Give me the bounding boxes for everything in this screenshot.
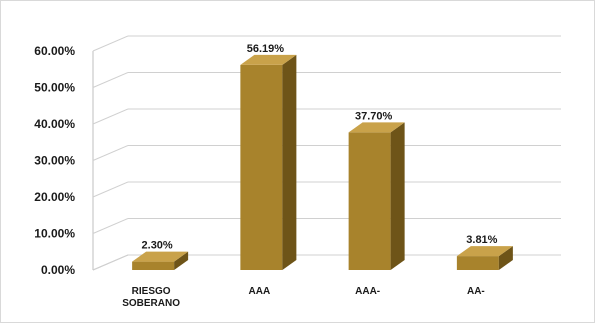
bar-front <box>240 65 282 270</box>
x-tick-label: AA- <box>467 286 485 297</box>
x-tick-label: SOBERANO <box>122 298 180 309</box>
gridline-slant <box>93 73 128 88</box>
bar <box>457 246 513 270</box>
gridline-slant <box>93 146 128 161</box>
y-tick-label: 20.00% <box>34 190 75 204</box>
x-tick-label: AAA <box>249 286 271 297</box>
data-label: 2.30% <box>142 240 173 252</box>
gridline-slant <box>93 255 128 270</box>
bar-side <box>391 122 405 270</box>
y-tick-label: 30.00% <box>34 154 75 168</box>
gridline-slant <box>93 182 128 197</box>
x-tick-label: AAA- <box>355 286 380 297</box>
data-label: 37.70% <box>355 110 393 122</box>
gridline-slant <box>93 36 128 51</box>
y-tick-label: 50.00% <box>34 81 75 95</box>
bar-front <box>457 256 499 270</box>
bar-front <box>132 262 174 270</box>
y-tick-label: 0.00% <box>41 263 75 277</box>
gridline-slant <box>93 109 128 124</box>
bars <box>132 55 513 270</box>
y-axis: 0.00% 10.00% 20.00% 30.00% 40.00% 50.00% 60.00… <box>34 44 75 277</box>
bar-front <box>349 132 391 270</box>
bar <box>349 122 405 270</box>
data-label: 56.19% <box>247 43 285 55</box>
bar-side <box>282 55 296 270</box>
gridline-slant <box>93 219 128 234</box>
x-tick-label: RIESGO <box>132 286 171 297</box>
y-tick-label: 10.00% <box>34 227 75 241</box>
bar <box>132 252 188 270</box>
y-tick-label: 60.00% <box>34 44 75 58</box>
data-label: 3.81% <box>466 234 497 246</box>
y-tick-label: 40.00% <box>34 117 75 131</box>
bar <box>240 55 296 270</box>
